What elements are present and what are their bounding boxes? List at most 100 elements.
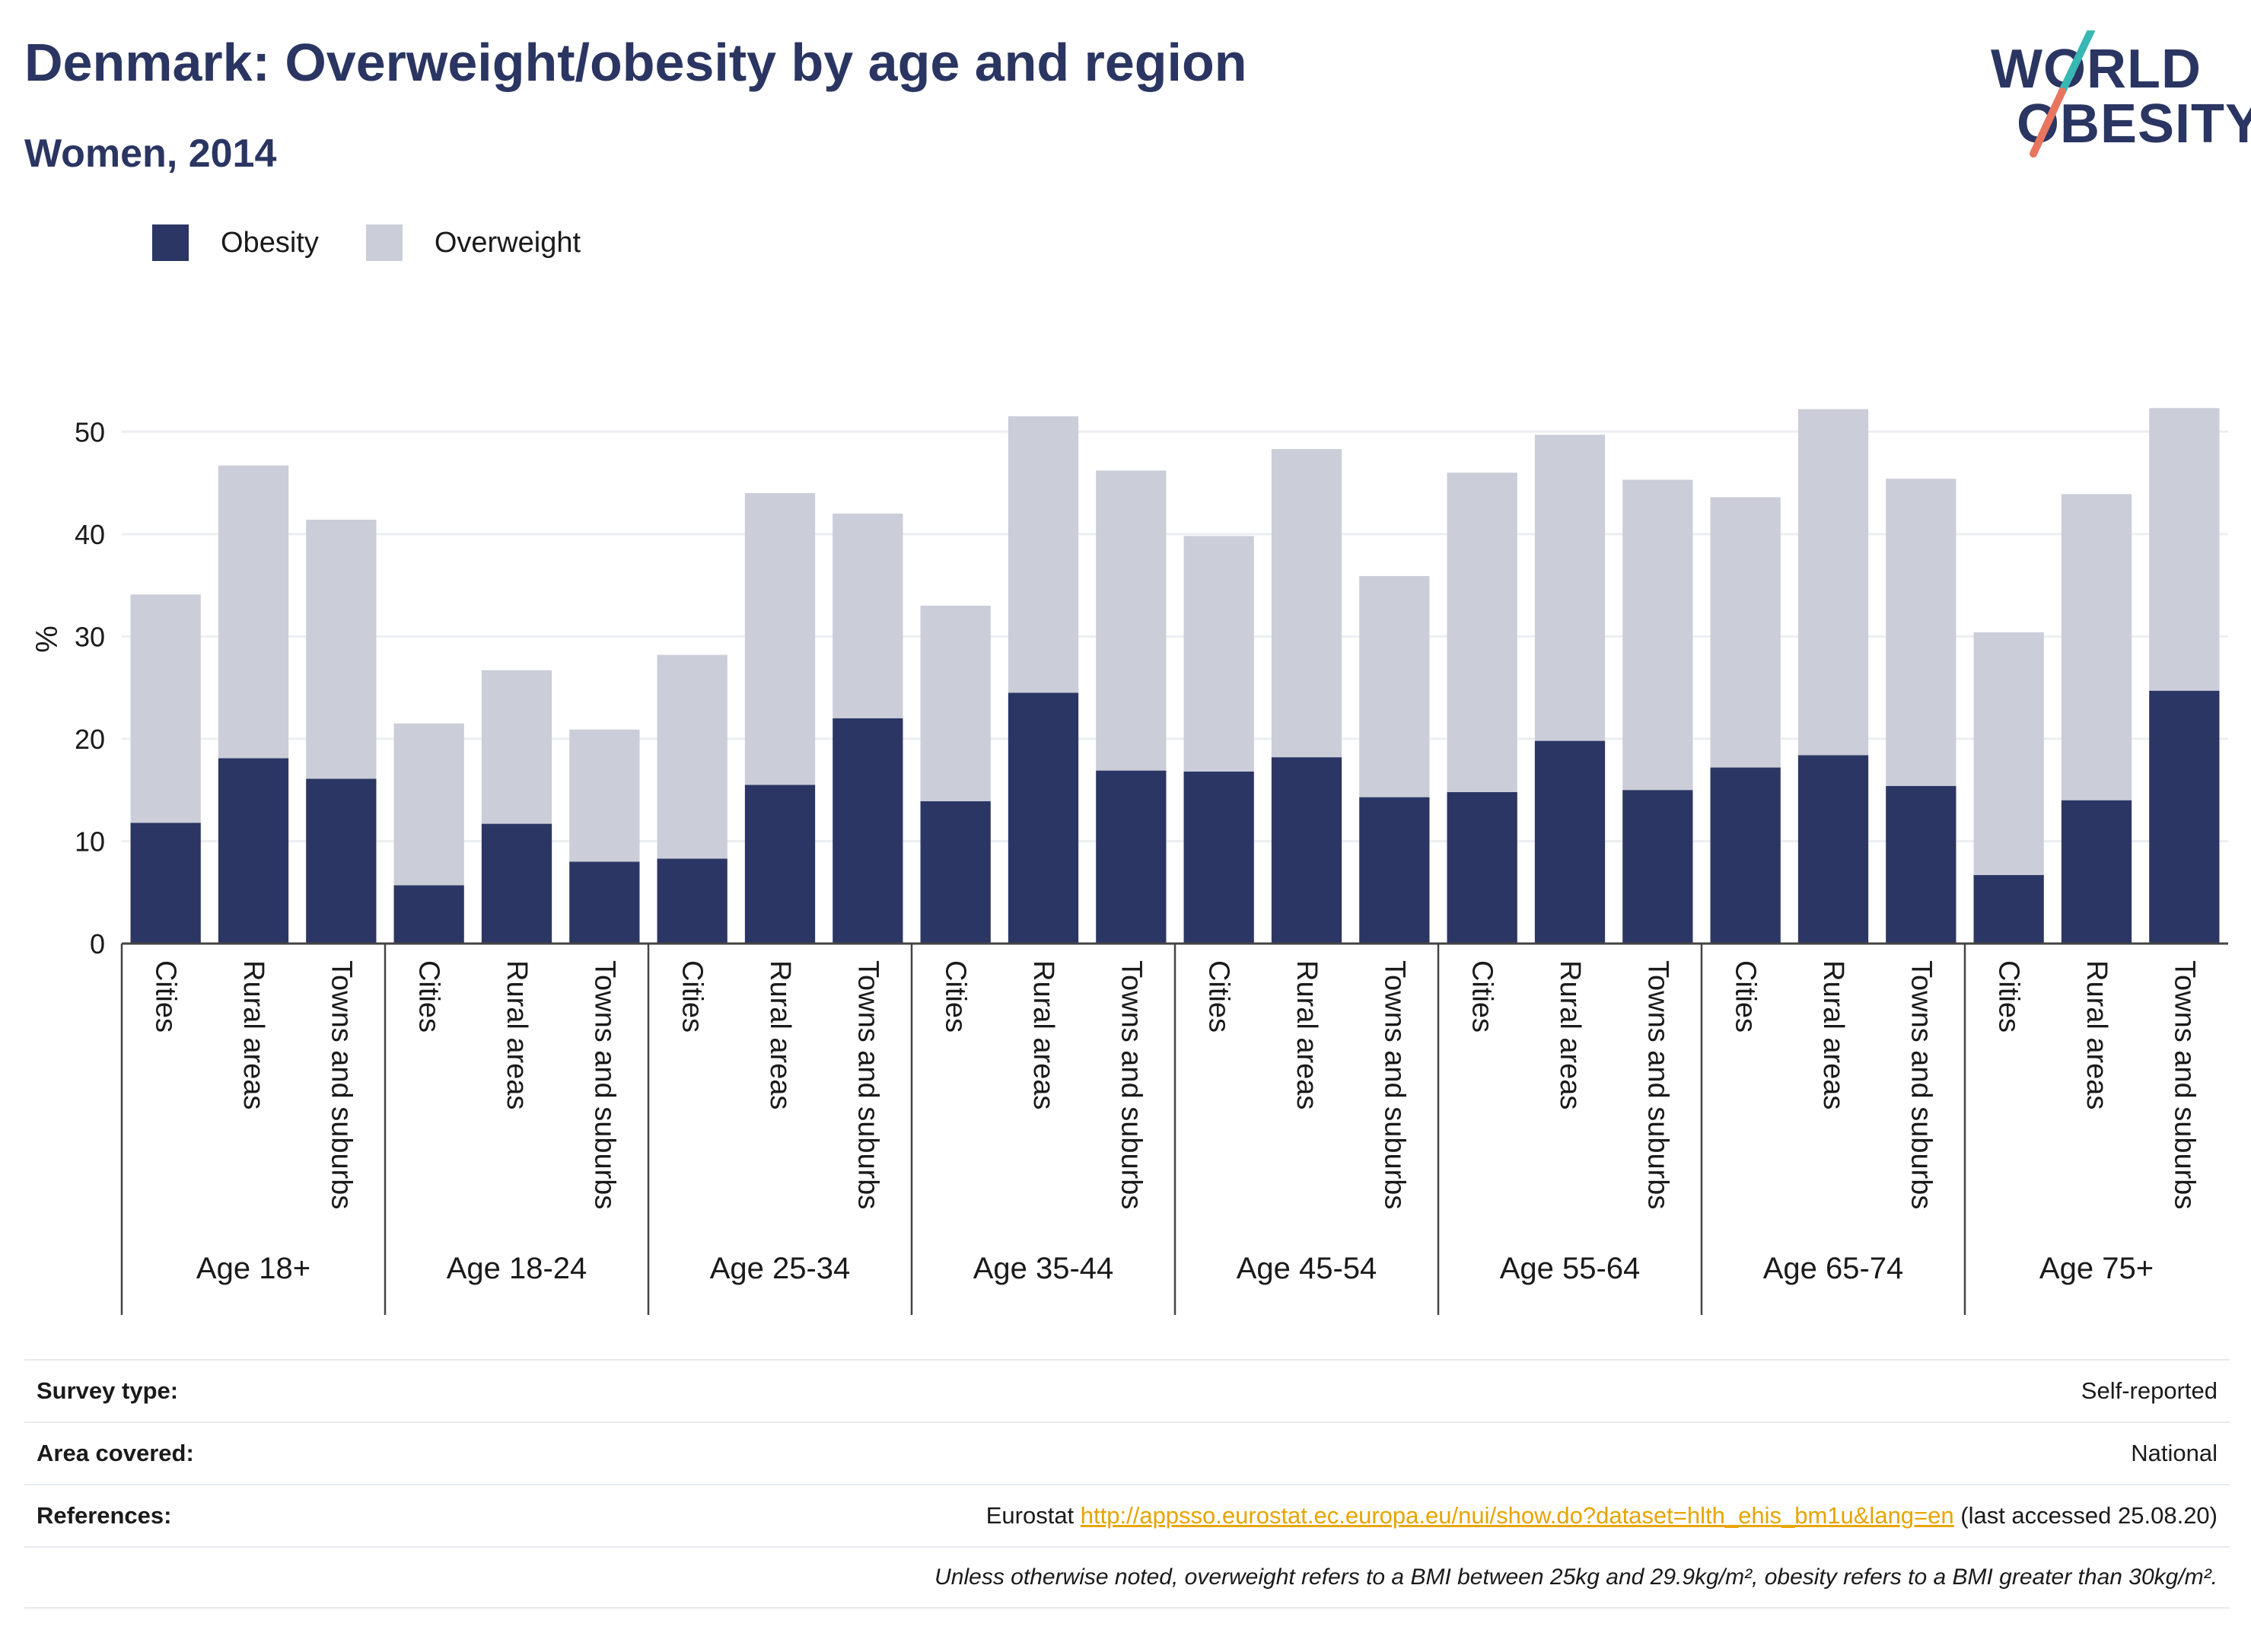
x-category-label: Towns and suburbs — [1905, 960, 1937, 1209]
slash-logo-icon — [2030, 30, 2095, 158]
page-title: Denmark: Overweight/obesity by age and r… — [24, 33, 1247, 92]
bar-overweight — [306, 519, 377, 779]
x-category-label: Rural areas — [1554, 960, 1586, 1109]
legend-label-overweight: Overweight — [434, 226, 581, 259]
x-category-label: Cities — [1203, 960, 1235, 1033]
x-category-label: Rural areas — [501, 960, 533, 1109]
bar-obesity — [833, 718, 903, 944]
bar-overweight — [744, 493, 816, 785]
meta-row-survey: Survey type: Self-reported — [24, 1359, 2230, 1421]
references-suffix: (last accessed 25.08.20) — [1953, 1502, 2218, 1529]
bar-overweight — [657, 654, 728, 859]
references-link[interactable]: http://appsso.eurostat.ec.europa.eu/nui/… — [1080, 1502, 1954, 1529]
bar-obesity — [393, 885, 464, 944]
bar-obesity — [1886, 785, 1956, 944]
bar-overweight — [218, 465, 289, 759]
x-group-label: Age 35-44 — [973, 1252, 1114, 1285]
x-category-label: Rural areas — [2081, 960, 2113, 1109]
y-tick-label: 50 — [75, 416, 105, 447]
bar-obesity — [1710, 767, 1781, 944]
bar-overweight — [1096, 470, 1167, 771]
x-category-label: Rural areas — [1817, 960, 1849, 1109]
bar-overweight — [1622, 479, 1693, 791]
bar-obesity — [1096, 770, 1167, 944]
y-axis-label: % — [30, 625, 64, 653]
legend-swatch-overweight — [365, 224, 403, 261]
bar-overweight — [1271, 449, 1342, 758]
bar-obesity — [1622, 790, 1693, 944]
bar-obesity — [1797, 755, 1869, 944]
bar-obesity — [1183, 771, 1254, 944]
bmi-definition-note: Unless otherwise noted, overweight refer… — [934, 1564, 2218, 1590]
x-group-label: Age 75+ — [2039, 1252, 2154, 1285]
references-value: Eurostat http://appsso.eurostat.ec.europ… — [986, 1502, 2218, 1529]
x-category-label: Towns and suburbs — [1641, 960, 1673, 1209]
x-category-label: Cities — [1730, 960, 1762, 1033]
bar-overweight — [1447, 473, 1517, 792]
x-category-label: Cities — [940, 960, 972, 1033]
bar-overweight — [1886, 479, 1956, 786]
bar-overweight — [130, 594, 201, 823]
bar-obesity — [218, 758, 289, 944]
x-category-label: Rural areas — [1291, 960, 1323, 1109]
bar-overweight — [2149, 408, 2220, 691]
legend-swatch-obesity — [152, 224, 189, 261]
x-group-label: Age 55-64 — [1500, 1252, 1641, 1285]
metadata-table: Survey type: Self-reported Area covered:… — [24, 1359, 2230, 1609]
area-covered-value: National — [2131, 1440, 2218, 1466]
bar-obesity — [1534, 740, 1606, 944]
x-category-label: Rural areas — [237, 960, 269, 1109]
area-covered-label: Area covered: — [37, 1440, 194, 1466]
survey-type-label: Survey type: — [37, 1377, 179, 1404]
bar-obesity — [306, 778, 377, 944]
bar-overweight — [1534, 434, 1606, 741]
bar-overweight — [1008, 416, 1079, 693]
x-category-label: Towns and suburbs — [2168, 960, 2200, 1209]
bar-obesity — [569, 861, 640, 944]
meta-row-note: Unless otherwise noted, overweight refer… — [24, 1546, 2230, 1609]
legend-label-obesity: Obesity — [221, 226, 319, 259]
x-category-label: Towns and suburbs — [1115, 960, 1147, 1209]
bar-obesity — [130, 823, 201, 944]
x-category-label: Cities — [413, 960, 445, 1033]
page-subtitle: Women, 2014 — [24, 132, 277, 176]
bar-overweight — [1710, 497, 1781, 768]
x-group-label: Age 18+ — [196, 1252, 310, 1285]
x-group-label: Age 18-24 — [447, 1252, 587, 1285]
bar-overweight — [920, 606, 991, 801]
x-group-label: Age 25-34 — [710, 1252, 851, 1285]
references-label: References: — [37, 1502, 172, 1529]
bar-obesity — [481, 823, 552, 944]
bar-overweight — [481, 670, 552, 824]
x-category-label: Cities — [1466, 960, 1498, 1033]
bar-obesity — [2061, 800, 2132, 944]
stacked-bar-chart: 0 10 20 30 40 50% Cities Rural areas Towns and s… — [30, 408, 2228, 1315]
x-category-label: Towns and suburbs — [588, 960, 620, 1209]
bar-overweight — [1797, 409, 1869, 756]
world-obesity-logo: WORLD OBESITY — [1979, 30, 2251, 167]
bar-obesity — [1271, 757, 1342, 944]
bar-overweight — [1359, 575, 1430, 797]
bar-overweight — [1183, 536, 1254, 772]
bar-overweight — [393, 723, 464, 886]
x-category-label: Towns and suburbs — [1378, 960, 1410, 1209]
x-category-label: Cities — [1993, 960, 2025, 1033]
survey-type-value: Self-reported — [2081, 1377, 2218, 1404]
x-group-label: Age 45-54 — [1237, 1252, 1377, 1285]
bar-obesity — [2149, 690, 2220, 944]
x-category-label: Towns and suburbs — [325, 960, 357, 1209]
y-tick-label: 40 — [75, 519, 105, 550]
bar-overweight — [833, 513, 903, 718]
y-tick-label: 0 — [90, 928, 105, 960]
y-tick-label: 30 — [75, 621, 105, 652]
x-category-label: Rural areas — [1027, 960, 1059, 1109]
meta-row-references: References: Eurostat http://appsso.euros… — [24, 1484, 2230, 1546]
references-prefix: Eurostat — [985, 1502, 1081, 1529]
bar-obesity — [657, 858, 728, 944]
bar-overweight — [569, 729, 640, 862]
bar-obesity — [744, 785, 816, 944]
x-category-label: Towns and suburbs — [852, 960, 884, 1209]
bar-obesity — [1973, 874, 2044, 944]
bar-overweight — [2061, 494, 2132, 801]
bar-obesity — [1359, 797, 1430, 944]
